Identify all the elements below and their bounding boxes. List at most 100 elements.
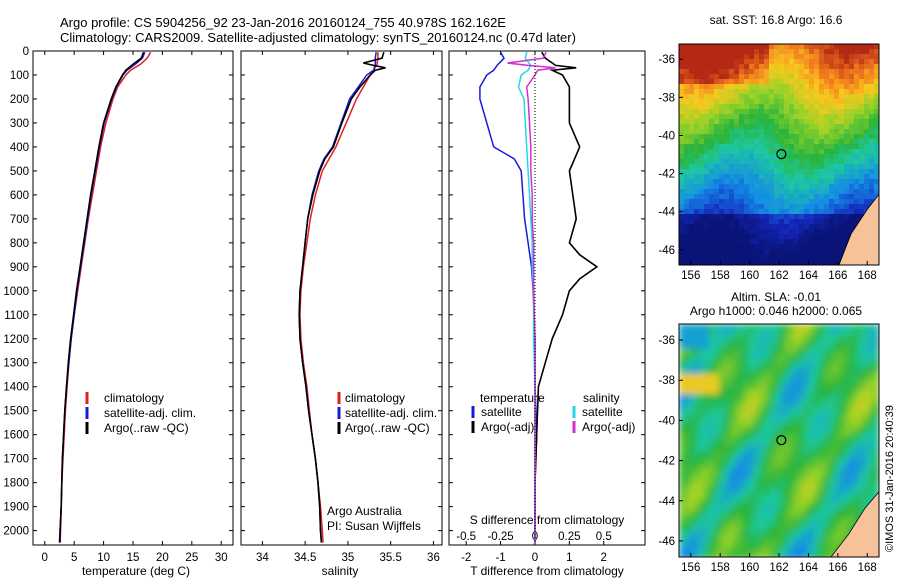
map-cell	[724, 144, 730, 150]
map-cell	[724, 389, 730, 395]
map-cell	[709, 349, 715, 355]
difference-satellite-line	[479, 51, 538, 543]
map-cell	[854, 184, 860, 190]
map-cell	[679, 174, 685, 180]
map-cell	[809, 194, 815, 200]
map-cell	[839, 324, 845, 330]
map-cell	[719, 434, 725, 440]
map-cell	[764, 254, 770, 260]
map-cell	[874, 349, 879, 355]
map-cell	[679, 159, 685, 165]
map-cell	[859, 444, 865, 450]
map-cell	[804, 199, 810, 205]
map-cell	[764, 334, 770, 340]
map-cell	[809, 349, 815, 355]
map-cell	[764, 224, 770, 230]
map-cell	[804, 219, 810, 225]
map-cell	[729, 439, 735, 445]
map-cell	[859, 119, 865, 125]
map-cell	[844, 169, 850, 175]
map-cell	[874, 59, 879, 65]
map-cell	[804, 534, 810, 540]
map-cell	[734, 474, 740, 480]
map-cell	[864, 119, 870, 125]
map-cell	[809, 244, 815, 250]
map-cell	[739, 254, 745, 260]
map-cell	[799, 114, 805, 120]
map-cell	[704, 474, 710, 480]
map-cell	[784, 374, 790, 380]
map-cell	[829, 84, 835, 90]
map-cell	[684, 539, 690, 545]
map-cell	[799, 64, 805, 70]
map-cell	[739, 144, 745, 150]
map-cell	[754, 179, 760, 185]
map-cell	[864, 109, 870, 115]
map-cell	[854, 429, 860, 435]
map-cell	[849, 429, 855, 435]
map-cell	[819, 159, 825, 165]
map-cell	[844, 464, 850, 470]
map-cell	[739, 109, 745, 115]
map-cell	[719, 54, 725, 60]
map-cell	[694, 144, 700, 150]
map-cell	[734, 104, 740, 110]
map-cell	[849, 439, 855, 445]
map-cell	[734, 174, 740, 180]
map-cell	[839, 409, 845, 415]
map-cell	[714, 49, 720, 55]
map-cell	[744, 339, 750, 345]
map-cell	[839, 489, 845, 495]
map-cell	[779, 159, 785, 165]
map-cell	[859, 134, 865, 140]
map-cell	[679, 79, 685, 85]
map-cell	[729, 44, 735, 50]
map-cell	[834, 339, 840, 345]
map-cell	[834, 329, 840, 335]
map-cell	[769, 139, 775, 145]
map-cell	[829, 444, 835, 450]
map-cell	[739, 199, 745, 205]
map-cell	[759, 234, 765, 240]
map-cell	[704, 69, 710, 75]
map-cell	[774, 244, 780, 250]
map-cell	[814, 524, 820, 530]
map-cell	[839, 204, 845, 210]
map-cell	[814, 174, 820, 180]
map-cell	[729, 379, 735, 385]
map-cell	[774, 249, 780, 255]
map-cell	[764, 354, 770, 360]
map-cell	[859, 144, 865, 150]
map-cell	[714, 329, 720, 335]
map-cell	[709, 134, 715, 140]
map-cell	[799, 379, 805, 385]
map-cell	[729, 84, 735, 90]
map-cell	[729, 199, 735, 205]
map-cell	[789, 359, 795, 365]
map-cell	[789, 194, 795, 200]
map-cell	[754, 124, 760, 130]
map-cell	[849, 504, 855, 510]
map-cell	[809, 429, 815, 435]
map-cell	[804, 379, 810, 385]
map-cell	[704, 239, 710, 245]
map-cell	[729, 234, 735, 240]
map-cell	[844, 519, 850, 525]
map-cell	[749, 239, 755, 245]
map-cell	[854, 199, 860, 205]
map-cell	[729, 244, 735, 250]
map-cell	[829, 354, 835, 360]
map-cell	[729, 444, 735, 450]
map-cell	[824, 214, 830, 220]
depth-tick-label: 400	[10, 142, 29, 154]
map-cell	[684, 239, 690, 245]
map-cell	[814, 384, 820, 390]
map-cell	[779, 329, 785, 335]
map-cell	[854, 89, 860, 95]
map-cell	[714, 129, 720, 135]
map-cell	[699, 109, 705, 115]
map-cell	[684, 189, 690, 195]
map-cell	[864, 324, 870, 330]
map-cell	[744, 54, 750, 60]
map-cell	[864, 179, 870, 185]
